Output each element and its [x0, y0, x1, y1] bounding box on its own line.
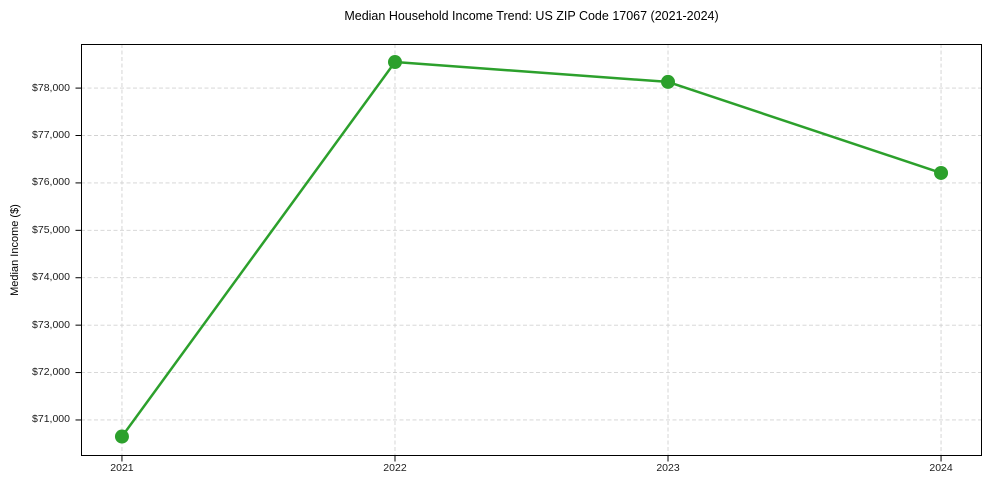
y-tick-label: $74,000	[32, 271, 70, 284]
x-tick-label: 2022	[383, 462, 407, 474]
chart-title: Median Household Income Trend: US ZIP Co…	[344, 9, 719, 23]
trend-line	[120, 60, 943, 438]
axis-border	[81, 44, 982, 456]
data-point-marker	[387, 55, 402, 70]
y-axis-label: Median Income ($)	[9, 204, 21, 296]
x-tick-label: 2021	[110, 462, 134, 474]
y-tick-label: $76,000	[32, 176, 70, 189]
data-point-marker	[114, 429, 129, 444]
data-point-marker	[934, 165, 949, 180]
y-tick-label: $78,000	[32, 81, 70, 94]
plot-area	[75, 44, 982, 462]
y-tick-label: $72,000	[32, 366, 70, 379]
x-tick-label: 2023	[656, 462, 680, 474]
data-point-marker	[661, 74, 676, 89]
x-tick-label: 2024	[929, 462, 953, 474]
y-tick-label: $77,000	[32, 129, 70, 141]
y-tick-label: $75,000	[32, 223, 70, 236]
y-tick-label: $71,000	[32, 413, 70, 426]
y-tick-label: $73,000	[32, 318, 70, 331]
